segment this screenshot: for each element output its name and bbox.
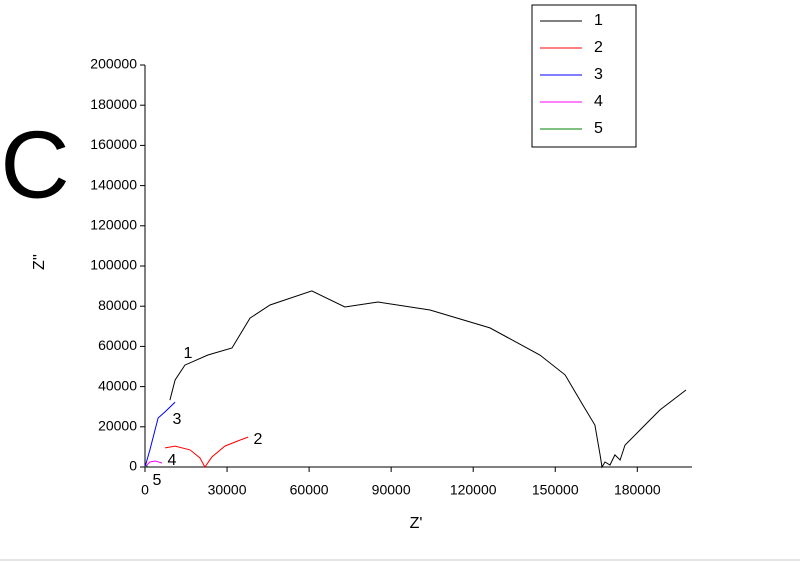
data-line: [144, 465, 148, 468]
y-axis-label: Z'': [31, 254, 48, 270]
legend-label: 5: [594, 120, 603, 137]
curve-label: 5: [153, 472, 162, 489]
x-tick-label: 180000: [614, 482, 661, 498]
y-tick-label: 160000: [90, 136, 137, 152]
y-tick-label: 0: [129, 458, 137, 474]
x-tick-label: 120000: [450, 482, 497, 498]
curve-label: 3: [173, 411, 182, 428]
x-tick-label: 90000: [372, 482, 411, 498]
y-tick-label: 100000: [90, 257, 137, 273]
legend-label: 1: [594, 12, 603, 29]
curve-label: 2: [254, 431, 263, 448]
y-tick-label: 200000: [90, 56, 137, 72]
x-tick-label: 150000: [532, 482, 579, 498]
y-tick-label: 180000: [90, 96, 137, 112]
legend-label: 2: [594, 39, 603, 56]
y-tick-label: 40000: [98, 377, 137, 393]
legend-label: 4: [594, 93, 603, 110]
y-tick-label: 140000: [90, 176, 137, 192]
x-tick-label: 30000: [208, 482, 247, 498]
x-tick-label: 0: [141, 482, 149, 498]
y-tick-label: 80000: [98, 297, 137, 313]
x-axis-label: Z': [410, 515, 423, 532]
data-line: [144, 401, 176, 468]
x-tick-label: 60000: [290, 482, 329, 498]
panel-label: C: [0, 111, 69, 218]
data-line: [164, 436, 249, 468]
y-tick-label: 120000: [90, 217, 137, 233]
curve-label: 4: [168, 452, 177, 469]
data-line: [169, 290, 687, 469]
curve-label: 1: [184, 345, 193, 362]
legend-label: 3: [594, 66, 603, 83]
y-tick-label: 60000: [98, 337, 137, 353]
data-line: [144, 460, 163, 468]
y-tick-label: 20000: [98, 418, 137, 434]
legend-box: [531, 4, 637, 148]
